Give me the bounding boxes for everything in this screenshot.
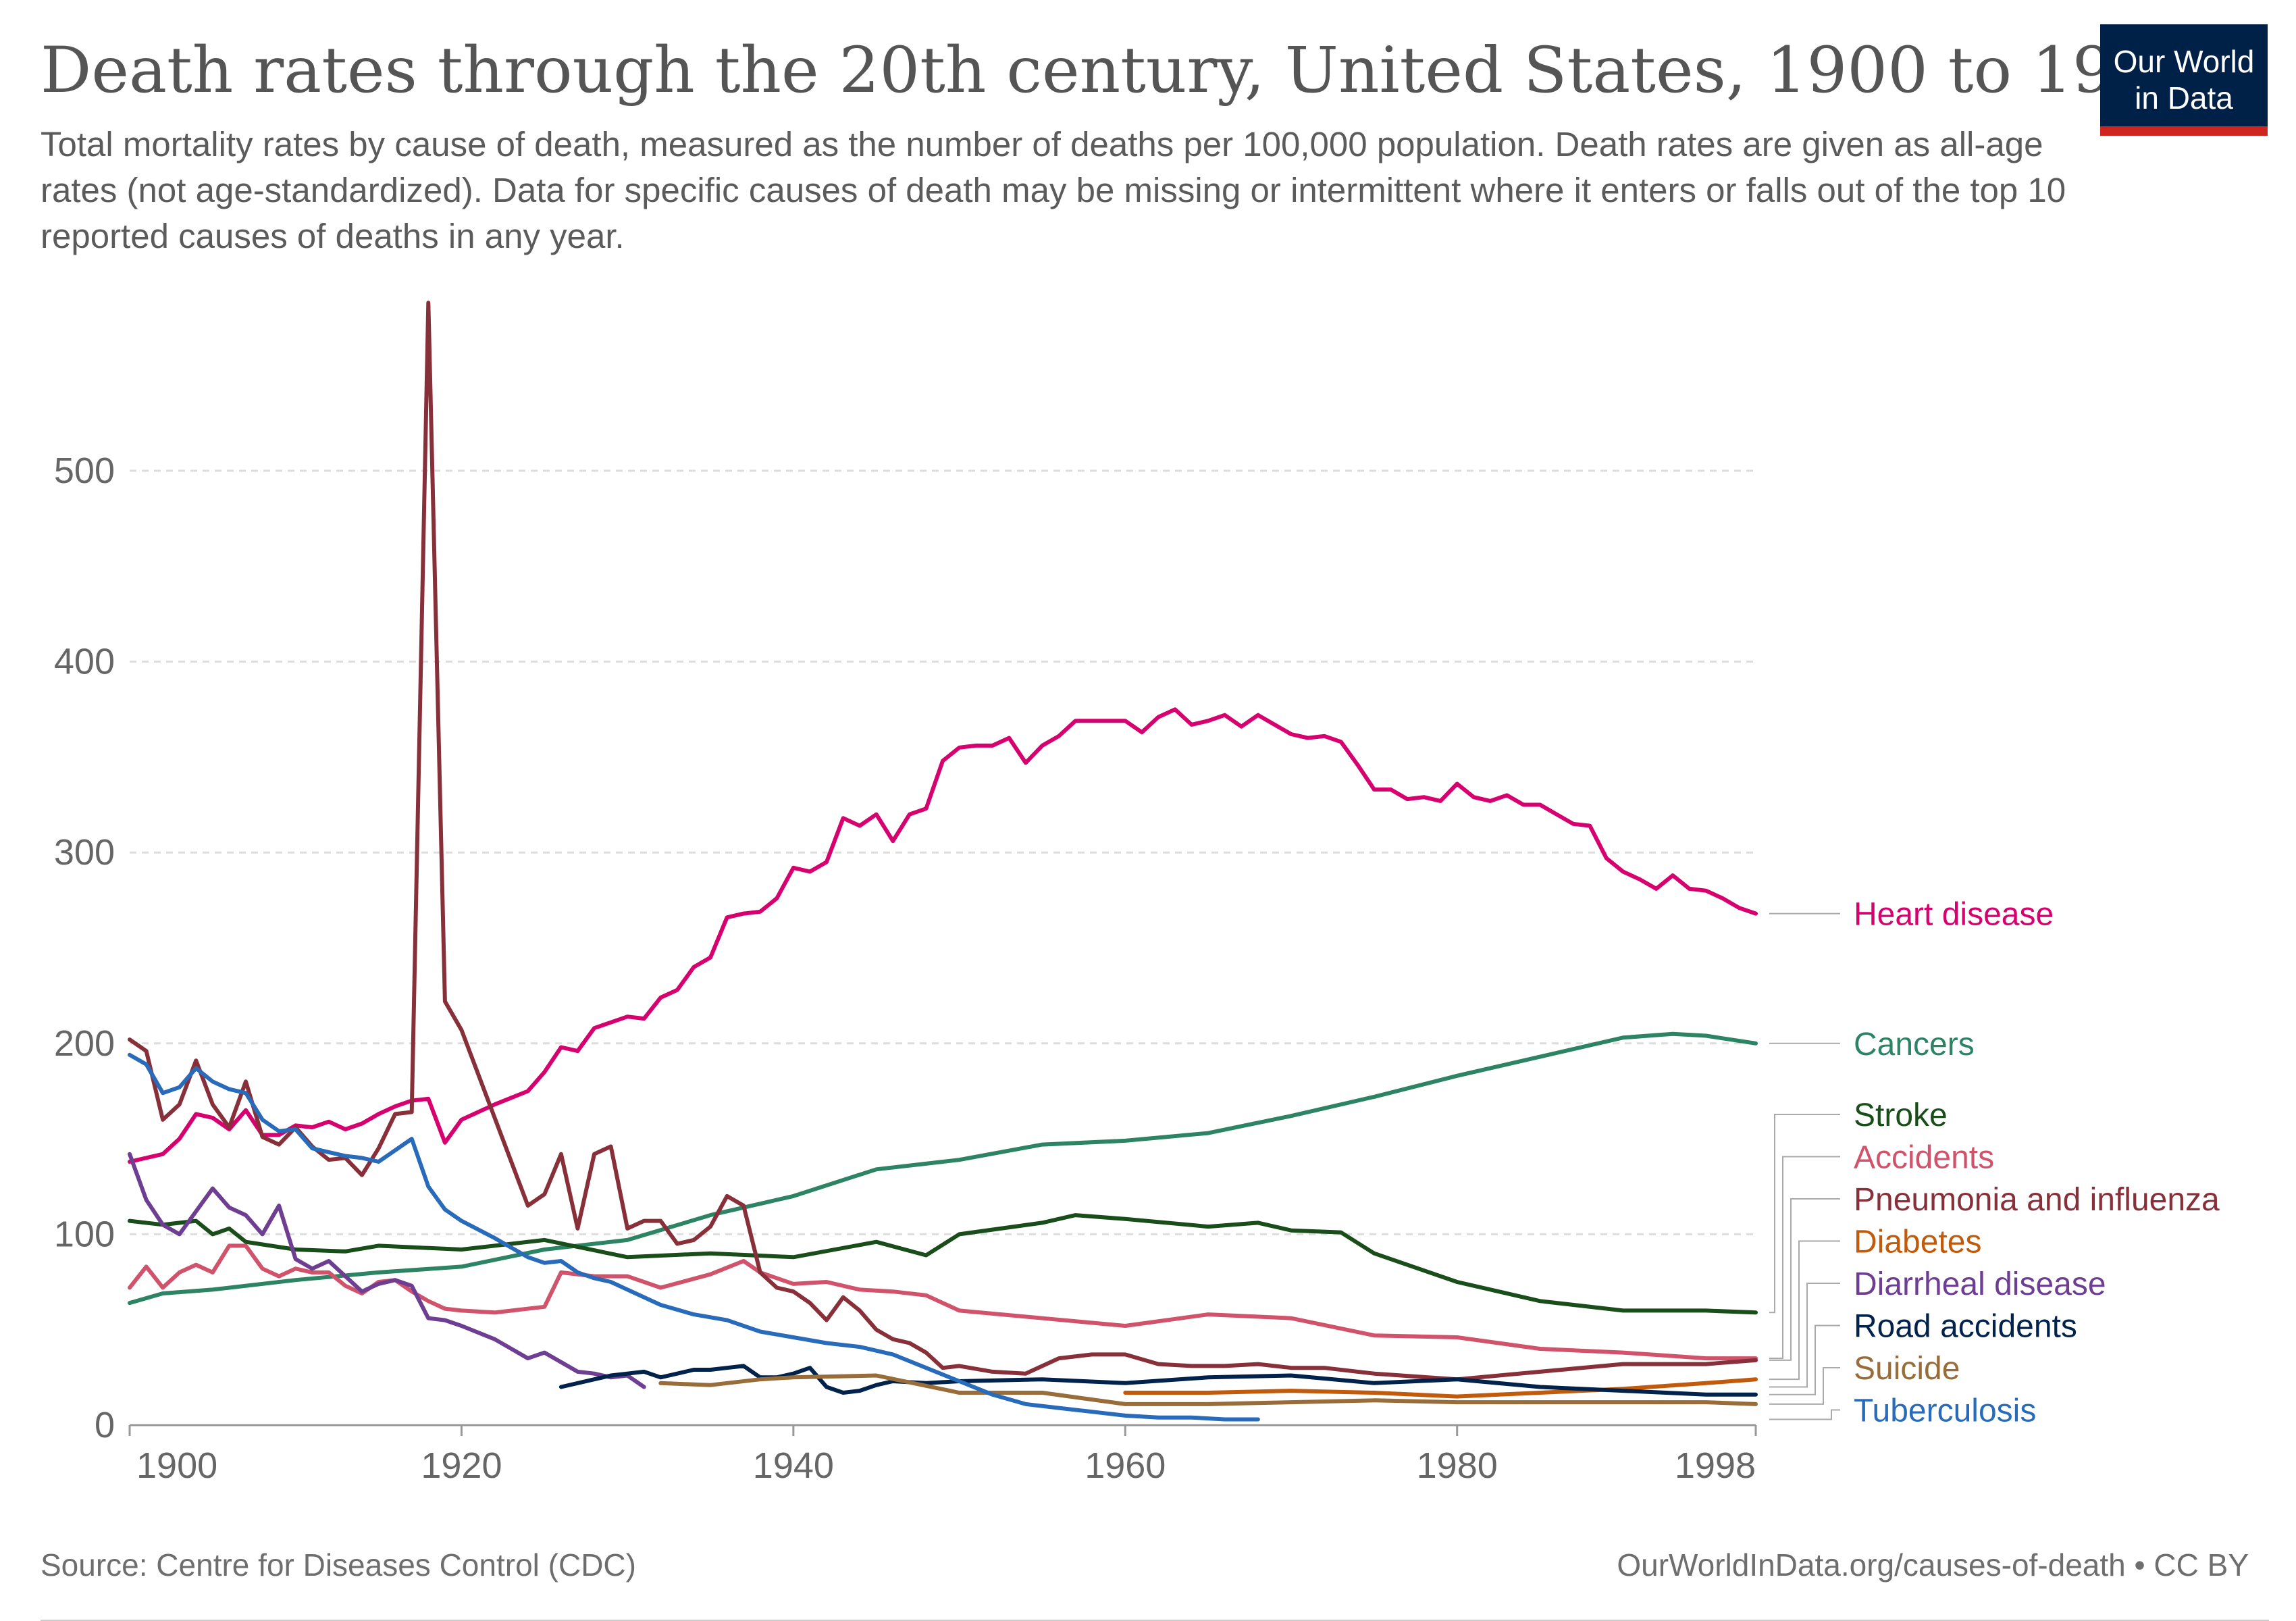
x-axis: 1900 1920 1940 1960 1980 1998 xyxy=(128,1424,1757,1486)
series-label[interactable]: Suicide xyxy=(1854,1351,1960,1387)
series-label[interactable]: Pneumonia and influenza xyxy=(1854,1182,2220,1218)
series-label[interactable]: Heart disease xyxy=(1854,897,2054,933)
label-connector xyxy=(1769,1240,1840,1381)
series-line-stroke[interactable] xyxy=(128,1213,1758,1315)
logo-line-1: Our World xyxy=(2113,44,2255,79)
series-label[interactable]: Road accidents xyxy=(1854,1309,2077,1345)
label-connector xyxy=(1769,1198,1840,1361)
x-tick-label: 1998 xyxy=(1675,1445,1756,1486)
chart-subtitle: Total mortality rates by cause of death,… xyxy=(41,125,2066,255)
owid-logo[interactable]: Our World in Data xyxy=(2100,24,2268,136)
x-tick-label: 1960 xyxy=(1085,1445,1166,1486)
y-tick-label: 500 xyxy=(54,451,115,491)
y-tick-label: 300 xyxy=(54,832,115,873)
series-line-tuberculosis[interactable] xyxy=(128,1052,1260,1422)
series-lines xyxy=(128,301,1758,1422)
x-tick-label: 1920 xyxy=(421,1445,502,1486)
x-tick-label: 1980 xyxy=(1417,1445,1498,1486)
series-line-diarrheal-disease[interactable] xyxy=(128,1152,646,1389)
logo-line-2: in Data xyxy=(2135,80,2233,115)
bottom-rule xyxy=(41,1620,2269,1621)
license-link[interactable]: OurWorldInData.org/causes-of-death • CC … xyxy=(1617,1547,2249,1583)
label-connector xyxy=(1769,1409,1840,1420)
line-chart: 0 100 200 300 400 500 1900 1920 1940 1960 1980 199… xyxy=(54,301,2220,1486)
series-line-accidents[interactable] xyxy=(128,1243,1758,1361)
y-axis-ticks: 0 100 200 300 400 500 xyxy=(54,451,115,1445)
y-tick-label: 100 xyxy=(54,1214,115,1254)
source-note: Source: Centre for Diseases Control (CDC… xyxy=(41,1547,636,1583)
x-tick-label: 1940 xyxy=(753,1445,834,1486)
logo-accent-bar xyxy=(2100,126,2268,136)
series-line-pneumonia-and-influenza[interactable] xyxy=(128,301,1758,1382)
series-line-road-accidents[interactable] xyxy=(558,1364,1758,1397)
chart-title: Death rates through the 20th century, Un… xyxy=(41,34,2194,107)
series-label[interactable]: Diabetes xyxy=(1854,1225,1981,1260)
series-label[interactable]: Accidents xyxy=(1854,1140,1994,1176)
series-label[interactable]: Cancers xyxy=(1854,1027,1975,1062)
x-tick-label: 1900 xyxy=(136,1445,217,1486)
series-line-heart-disease[interactable] xyxy=(128,707,1758,1164)
series-line-suicide[interactable] xyxy=(658,1373,1758,1406)
y-tick-label: 0 xyxy=(95,1405,115,1445)
label-connector xyxy=(1769,1283,1840,1388)
series-line-diabetes[interactable] xyxy=(1123,1377,1758,1399)
label-connector xyxy=(1769,1114,1840,1314)
label-connector xyxy=(1769,1367,1840,1405)
series-label[interactable]: Stroke xyxy=(1854,1098,1948,1133)
series-labels: Heart disease Cancers Stroke Accidents Pneum… xyxy=(1769,897,2220,1429)
gridlines xyxy=(130,469,1756,1235)
series-label[interactable]: Diarrheal disease xyxy=(1854,1266,2106,1302)
y-tick-label: 200 xyxy=(54,1023,115,1064)
series-line-cancers[interactable] xyxy=(128,1031,1758,1306)
label-connector xyxy=(1769,1156,1840,1360)
y-tick-label: 400 xyxy=(54,642,115,682)
series-label[interactable]: Tuberculosis xyxy=(1854,1393,2036,1429)
label-connector xyxy=(1769,1324,1840,1395)
